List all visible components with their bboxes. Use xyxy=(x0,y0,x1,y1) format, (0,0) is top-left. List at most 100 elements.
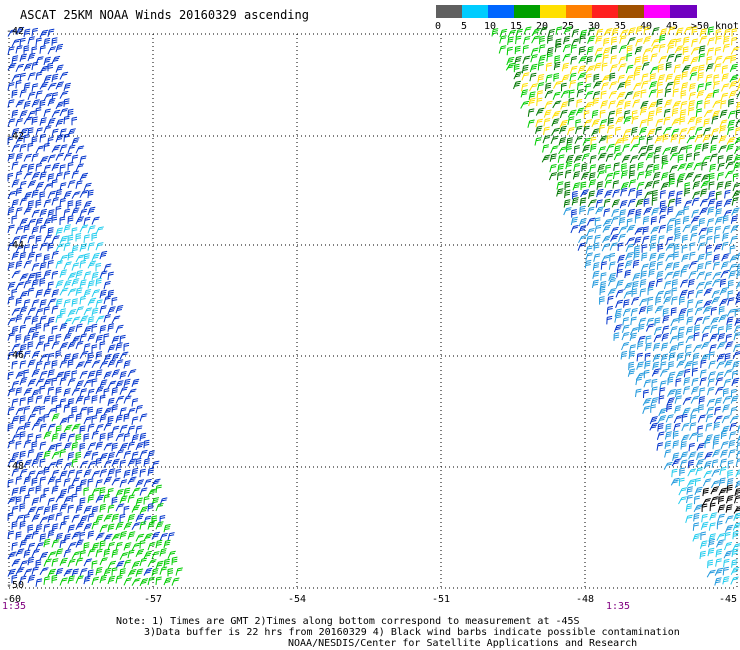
wind-barb xyxy=(23,28,31,38)
wind-barb xyxy=(614,308,622,317)
wind-barb xyxy=(714,577,722,586)
wind-barb xyxy=(39,551,49,560)
wind-barb xyxy=(83,505,92,514)
wind-barb xyxy=(663,461,673,470)
wind-barb xyxy=(686,494,693,504)
wind-barb xyxy=(31,116,38,125)
wind-barb xyxy=(727,297,735,306)
wind-barb xyxy=(673,74,682,83)
wind-barb xyxy=(506,46,513,56)
wind-barb xyxy=(115,489,124,498)
wind-barb xyxy=(47,316,55,326)
wind-barb xyxy=(677,332,684,341)
wind-barb xyxy=(83,271,92,280)
wind-barb xyxy=(95,242,104,251)
wind-barb xyxy=(681,253,689,263)
wind-barb xyxy=(87,280,95,289)
colorbar-segment xyxy=(566,5,593,18)
wind-barb xyxy=(135,533,145,542)
wind-barb xyxy=(698,396,705,405)
wind-barb xyxy=(592,91,601,100)
wind-barb xyxy=(39,299,47,308)
wind-barb xyxy=(19,575,27,585)
wind-barb xyxy=(19,485,27,495)
wind-barb xyxy=(699,377,707,386)
wind-barb xyxy=(704,434,713,443)
wind-barb xyxy=(688,442,695,452)
wind-barb xyxy=(554,55,561,64)
wind-barb xyxy=(570,56,578,65)
wind-barb xyxy=(694,495,700,505)
wind-barb xyxy=(644,352,651,362)
wind-barb xyxy=(672,440,680,449)
wind-barb xyxy=(718,306,725,315)
wind-barb xyxy=(703,118,710,127)
wind-barb xyxy=(19,450,26,460)
wind-barb xyxy=(559,125,567,134)
wind-barb xyxy=(659,200,666,209)
wind-barb xyxy=(47,209,55,218)
wind-barb xyxy=(689,422,697,431)
wind-barb xyxy=(139,540,146,549)
wind-barb xyxy=(693,344,703,353)
wind-barb xyxy=(87,370,96,379)
wind-barb xyxy=(123,450,132,460)
wind-barb xyxy=(51,214,58,223)
wind-barb xyxy=(71,458,78,468)
wind-barb xyxy=(167,532,175,541)
wind-barb xyxy=(123,505,130,515)
wind-barb xyxy=(626,45,633,54)
wind-barb xyxy=(708,533,716,542)
wind-barb xyxy=(47,82,57,91)
wind-barb xyxy=(692,533,701,542)
wind-barb xyxy=(628,170,636,179)
wind-barb xyxy=(43,93,53,101)
note-line-2: 3)Data buffer is 22 hrs from 20160329 4)… xyxy=(144,627,680,638)
wind-barb xyxy=(71,207,80,216)
wind-barb xyxy=(31,566,39,575)
wind-barb xyxy=(669,335,678,344)
wind-barb xyxy=(620,350,628,360)
wind-barb xyxy=(71,170,80,179)
wind-barb xyxy=(591,128,600,137)
wind-barb xyxy=(645,342,652,351)
wind-barb xyxy=(19,72,26,82)
wind-barb xyxy=(627,208,635,217)
wind-barb xyxy=(618,233,626,243)
wind-barb xyxy=(672,261,680,271)
wind-barb xyxy=(703,300,713,309)
wind-barb xyxy=(27,524,34,533)
wind-barb xyxy=(570,216,578,226)
wind-barb xyxy=(594,47,603,56)
wind-barb xyxy=(724,353,731,362)
wind-barb xyxy=(557,163,564,173)
wind-barb xyxy=(599,281,607,290)
wind-barb xyxy=(59,377,67,386)
wind-barb xyxy=(579,35,586,44)
wind-barb xyxy=(63,549,72,558)
wind-barb xyxy=(47,190,56,199)
lon-label-48: -48 xyxy=(575,594,595,605)
wind-barb xyxy=(111,496,118,506)
wind-barb xyxy=(735,297,740,305)
wind-barb xyxy=(634,227,644,235)
wind-barb xyxy=(31,422,41,431)
wind-barb xyxy=(713,80,720,90)
wind-barb xyxy=(23,494,31,503)
wind-barb xyxy=(570,225,579,234)
wind-barb xyxy=(83,216,91,226)
wind-barb xyxy=(717,513,725,523)
wind-barb xyxy=(704,92,714,101)
wind-barb xyxy=(663,280,672,290)
wind-barb xyxy=(91,395,98,404)
wind-barb xyxy=(660,182,669,191)
wind-barb xyxy=(586,56,593,65)
wind-barb xyxy=(119,495,128,504)
wind-barb xyxy=(163,539,171,549)
wind-barb xyxy=(666,397,675,406)
wind-barb xyxy=(649,252,657,262)
wind-barb xyxy=(59,216,66,226)
wind-barb xyxy=(642,235,650,245)
wind-barb xyxy=(27,180,37,189)
